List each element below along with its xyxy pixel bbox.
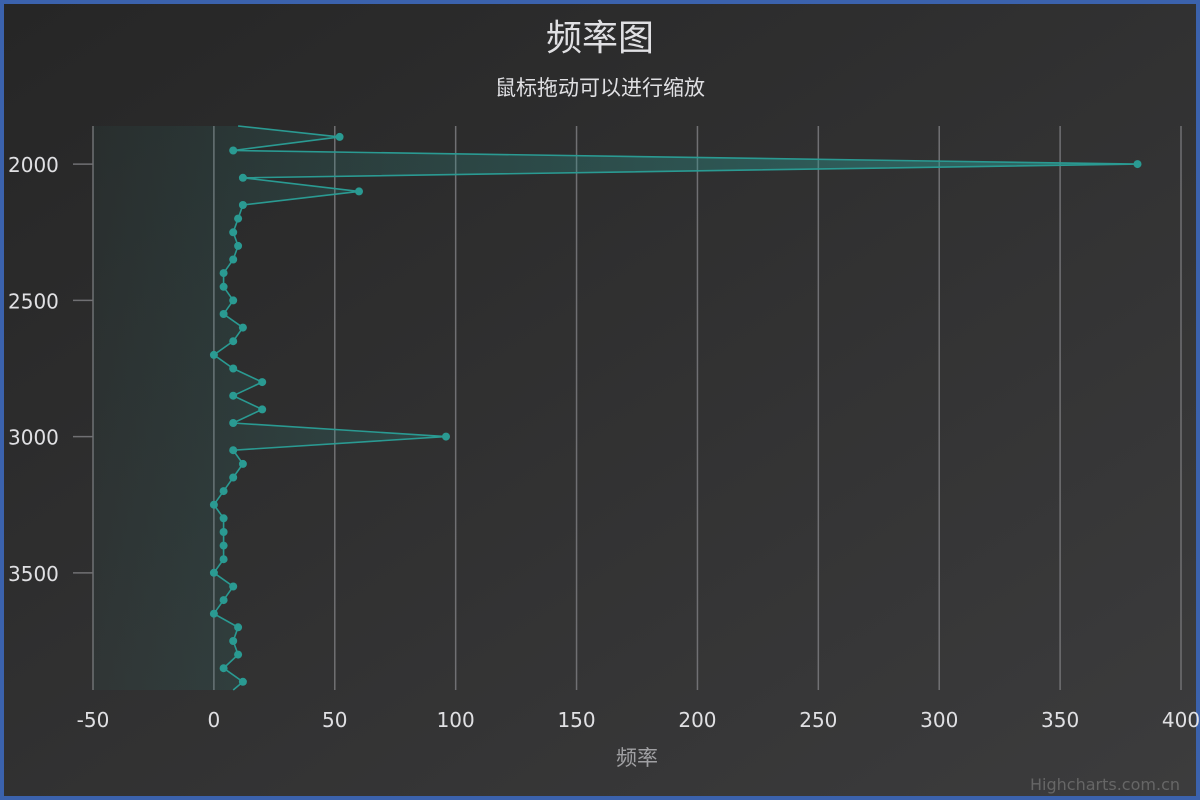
data-point[interactable]	[355, 187, 363, 196]
data-point[interactable]	[219, 514, 228, 523]
data-point[interactable]	[219, 528, 228, 536]
data-point[interactable]	[219, 541, 228, 550]
data-point[interactable]	[229, 146, 238, 155]
x-axis-title: 频率	[616, 746, 658, 770]
category-tick-label: 2000	[8, 153, 59, 177]
data-point[interactable]	[335, 132, 344, 141]
x-tick-label: 0	[208, 708, 221, 732]
data-point[interactable]	[229, 582, 238, 591]
data-point[interactable]	[229, 296, 238, 305]
data-point[interactable]	[234, 241, 243, 250]
category-tick-label: 2500	[8, 289, 59, 313]
data-point[interactable]	[219, 310, 228, 318]
x-tick-label: 50	[322, 708, 347, 732]
data-point[interactable]	[238, 173, 247, 182]
x-tick-label: 300	[920, 708, 958, 732]
data-point[interactable]	[219, 487, 228, 496]
data-point[interactable]	[229, 255, 238, 264]
x-tick-label: 400	[1162, 708, 1200, 732]
data-point[interactable]	[238, 677, 247, 686]
chart-subtitle: 鼠标拖动可以进行缩放	[495, 76, 705, 100]
data-point[interactable]	[258, 378, 267, 387]
data-point[interactable]	[219, 555, 228, 564]
data-point[interactable]	[209, 568, 218, 577]
data-point[interactable]	[229, 419, 238, 427]
data-point[interactable]	[219, 282, 228, 291]
series-area-fill	[93, 126, 1138, 690]
data-point[interactable]	[229, 473, 238, 482]
data-point[interactable]	[229, 391, 238, 400]
category-axis-ticks: 2000 2500 3000 3500	[8, 153, 93, 586]
data-point[interactable]	[229, 228, 238, 237]
data-point[interactable]	[219, 596, 228, 605]
plot-area[interactable]	[93, 125, 1142, 691]
category-tick-label: 3000	[8, 426, 59, 450]
data-point[interactable]	[234, 214, 243, 223]
data-point[interactable]	[442, 432, 450, 441]
x-tick-label: 350	[1041, 708, 1079, 732]
data-point[interactable]	[1133, 160, 1142, 169]
data-point[interactable]	[234, 623, 243, 632]
data-point[interactable]	[234, 650, 243, 659]
data-point[interactable]	[238, 201, 247, 209]
data-point[interactable]	[238, 459, 247, 468]
x-tick-label: 200	[678, 708, 716, 732]
data-point[interactable]	[219, 664, 228, 673]
data-point[interactable]	[209, 350, 218, 359]
data-point[interactable]	[229, 364, 238, 373]
x-tick-label: 250	[799, 708, 837, 732]
data-point[interactable]	[229, 337, 238, 346]
data-point[interactable]	[209, 500, 218, 509]
category-tick-label: 3500	[8, 562, 59, 586]
x-tick-label: 150	[557, 708, 595, 732]
x-axis-ticks: -50 0 50 100 150 200 250 300 350 400	[77, 708, 1200, 732]
data-point[interactable]	[209, 609, 218, 618]
data-point[interactable]	[229, 637, 238, 645]
data-point[interactable]	[238, 323, 247, 332]
data-point[interactable]	[219, 269, 228, 278]
data-point[interactable]	[229, 446, 238, 455]
credits-link[interactable]: Highcharts.com.cn	[1030, 775, 1180, 794]
data-point[interactable]	[258, 405, 267, 414]
chart-title: 频率图	[546, 18, 654, 59]
x-tick-label: 100	[437, 708, 475, 732]
x-tick-label: -50	[77, 708, 110, 732]
